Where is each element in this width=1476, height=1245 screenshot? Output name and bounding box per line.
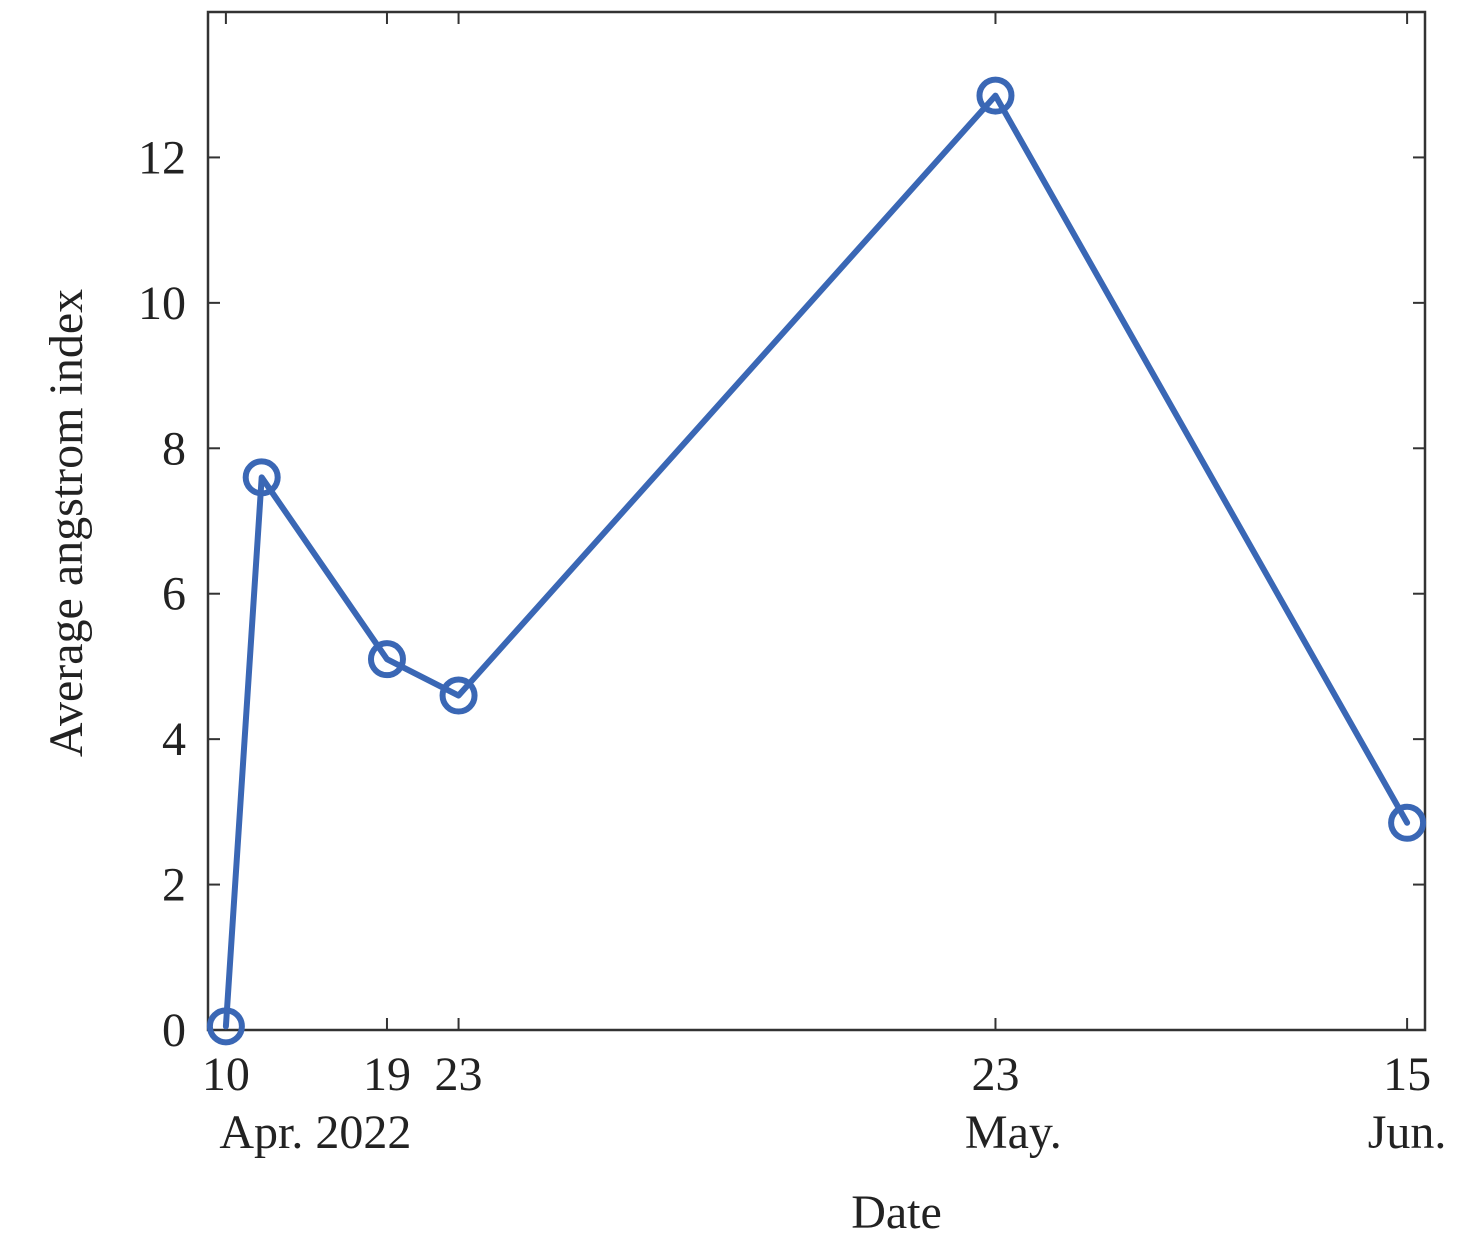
data-point bbox=[439, 676, 478, 715]
data-point bbox=[206, 1007, 245, 1046]
x-axis-title: Date bbox=[851, 1186, 942, 1239]
y-tick-label: 8 bbox=[162, 422, 186, 475]
x-tick-label: 10 bbox=[202, 1048, 250, 1101]
x-tick-label: 23 bbox=[971, 1048, 1019, 1101]
y-axis-title: Average angstrom index bbox=[40, 289, 93, 757]
y-tick-label: 2 bbox=[162, 859, 186, 912]
data-point bbox=[367, 640, 406, 679]
data-point bbox=[242, 458, 281, 497]
data-point bbox=[976, 76, 1015, 115]
x-tick-label: 23 bbox=[435, 1048, 483, 1101]
y-tick-label: 6 bbox=[162, 568, 186, 621]
y-tick-label: 0 bbox=[162, 1004, 186, 1057]
x-month-label: Jun. bbox=[1368, 1106, 1447, 1159]
y-tick-label: 10 bbox=[138, 277, 186, 330]
data-point bbox=[1388, 803, 1427, 842]
series-line bbox=[222, 92, 1411, 1030]
plot-frame bbox=[206, 10, 1427, 1032]
x-tick-label: 19 bbox=[363, 1048, 411, 1101]
y-tick-label: 4 bbox=[162, 713, 186, 766]
x-tick-label: 15 bbox=[1383, 1048, 1431, 1101]
x-month-label: May. bbox=[965, 1106, 1062, 1159]
x-month-label: Apr. 2022 bbox=[219, 1106, 411, 1159]
y-tick-label: 12 bbox=[138, 131, 186, 184]
